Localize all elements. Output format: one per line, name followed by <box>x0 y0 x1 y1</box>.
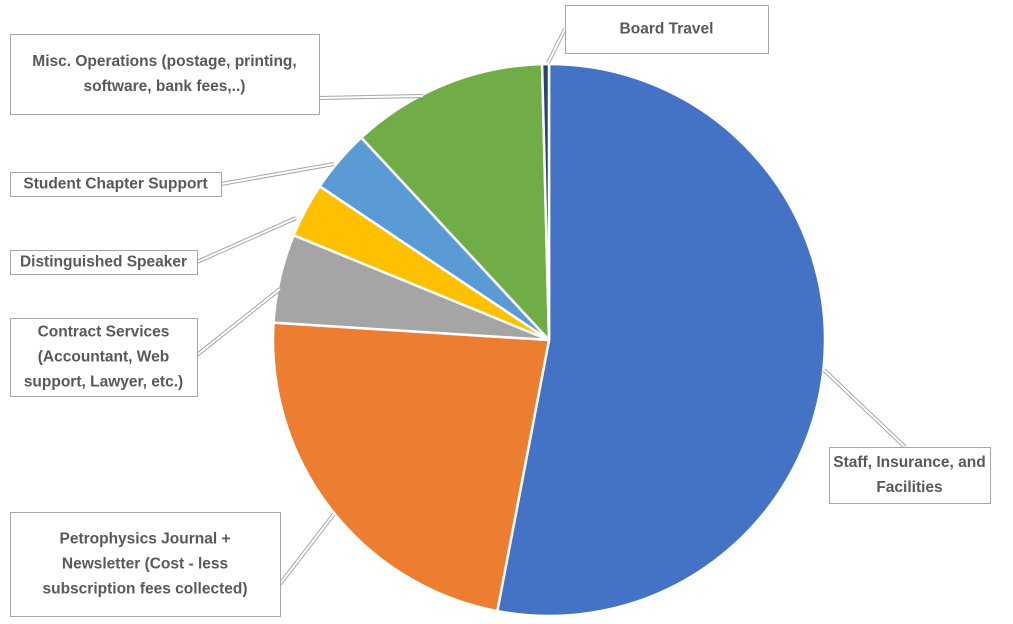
pie-slice-7 <box>540 62 551 342</box>
leader-line-core-2 <box>279 513 335 585</box>
leader-line-core-7 <box>547 28 566 64</box>
leader-line-core-6 <box>318 95 424 99</box>
data-label-2-line-1: Petrophysics Journal + <box>60 531 231 548</box>
data-label-box-3 <box>10 318 198 397</box>
data-label-5-line-1: Student Chapter Support <box>23 176 207 193</box>
data-label-box-1 <box>829 447 991 504</box>
data-label-1-line-2: Facilities <box>876 479 942 496</box>
data-label-box-2 <box>10 512 281 617</box>
pie-slice-6 <box>360 62 551 342</box>
data-label-6-line-1: Misc. Operations (postage, printing, <box>32 53 296 70</box>
data-labels: Staff, Insurance, and Facilities Petrophys… <box>10 5 991 617</box>
data-label-box-7 <box>565 5 769 54</box>
pie-slice-2 <box>271 321 551 613</box>
leader-line-core-3 <box>196 288 281 356</box>
data-label-box-6 <box>10 34 320 115</box>
pie-slices <box>271 62 827 618</box>
data-label-2-line-3: subscription fees collected) <box>43 581 248 598</box>
data-label-box-4 <box>10 250 198 275</box>
data-label-box-5 <box>10 172 222 197</box>
data-label-4-line-1: Distinguished Speaker <box>20 254 187 271</box>
data-label-6-line-2: software, bank fees,..) <box>84 78 246 95</box>
data-label-3-line-1: Contract Services <box>38 324 170 341</box>
data-label-3-line-3: support, Lawyer, etc.) <box>24 374 183 391</box>
data-label-7-line-1: Board Travel <box>620 21 714 38</box>
leader-line-core-4 <box>196 217 297 263</box>
data-label-1-line-1: Staff, Insurance, and <box>833 454 985 471</box>
data-label-2-line-2: Newsletter (Cost - less <box>62 556 228 573</box>
data-label-3-line-2: (Accountant, Web <box>38 349 169 366</box>
leader-line-core-1 <box>823 369 906 448</box>
pie-slice-1 <box>496 62 827 618</box>
leader-line-core-5 <box>220 163 335 185</box>
